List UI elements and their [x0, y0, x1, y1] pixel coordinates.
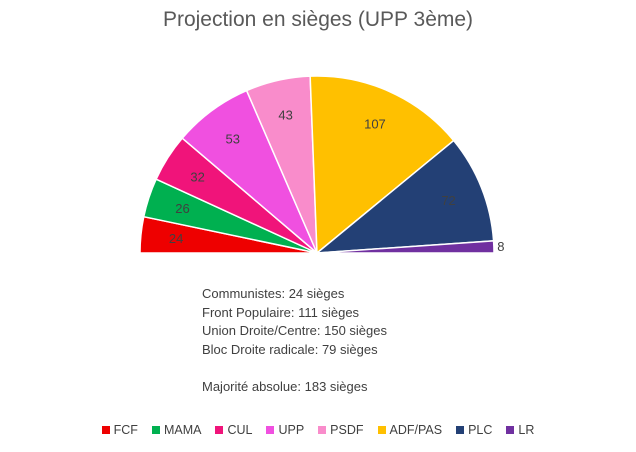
data-label-fcf: 24 [169, 231, 183, 246]
data-label-cul: 32 [190, 169, 204, 184]
legend-swatch-plc [456, 426, 465, 434]
summary-line-union-droite-centre: Union Droite/Centre: 150 sièges [202, 323, 387, 338]
data-label-psdf: 43 [278, 107, 292, 122]
legend-label-adf-pas: ADF/PAS [389, 423, 443, 437]
summary-line-majorite-absolue: Majorité absolue: 183 sièges [202, 378, 368, 394]
legend-label-fcf: FCF [113, 423, 138, 437]
legend-label-cul: CUL [227, 423, 253, 437]
slice-plc [314, 139, 495, 254]
data-label-plc: 72 [441, 193, 455, 208]
summary-spacer [202, 359, 387, 378]
data-label-lr: 8 [497, 239, 504, 254]
legend-item-lr: LR [506, 423, 534, 437]
pie-slices [139, 75, 495, 255]
slice-lr [316, 240, 495, 254]
legend-item-upp: UPP [266, 423, 304, 437]
legend-item-adf-pas: ADF/PAS [377, 423, 443, 437]
chart-title: Projection en sièges (UPP 3ème) [162, 8, 474, 31]
legend-swatch-psdf [318, 426, 327, 434]
legend-label-plc: PLC [468, 423, 493, 437]
chart-legend: FCF MAMA CUL UPP PSDF ADF/PAS PLC LR [0, 423, 636, 437]
data-label-adf-pas: 107 [364, 116, 386, 131]
legend-item-mama: MAMA [151, 423, 202, 437]
summary-line-communistes: Communistes: 24 sièges [202, 286, 345, 301]
pie-data-labels: 24 26 32 53 43 107 72 8 [169, 107, 505, 254]
legend-label-lr: LR [518, 423, 535, 437]
legend-swatch-upp [266, 426, 275, 434]
legend-swatch-cul [215, 426, 224, 434]
legend-label-mama: MAMA [163, 423, 202, 437]
summary-line-front-populaire: Front Populaire: 111 sièges [202, 304, 360, 320]
legend-item-fcf: FCF [101, 423, 138, 437]
legend-swatch-adf-pas [377, 426, 386, 434]
legend-item-cul: CUL [215, 423, 252, 437]
slice-adf-pas [309, 75, 455, 255]
legend-swatch-mama [151, 426, 160, 434]
data-label-upp: 53 [226, 132, 240, 147]
legend-swatch-fcf [101, 426, 110, 434]
legend-label-upp: UPP [278, 423, 305, 437]
data-label-mama: 26 [175, 201, 189, 216]
legend-item-psdf: PSDF [318, 423, 364, 437]
summary-line-bloc-droite-radicale: Bloc Droite radicale: 79 sièges [202, 341, 378, 357]
legend-item-plc: PLC [456, 423, 492, 437]
summary-text-box: Communistes: 24 sièges Front Populaire: … [202, 285, 387, 396]
legend-label-psdf: PSDF [330, 423, 364, 437]
legend-swatch-lr [506, 426, 515, 434]
